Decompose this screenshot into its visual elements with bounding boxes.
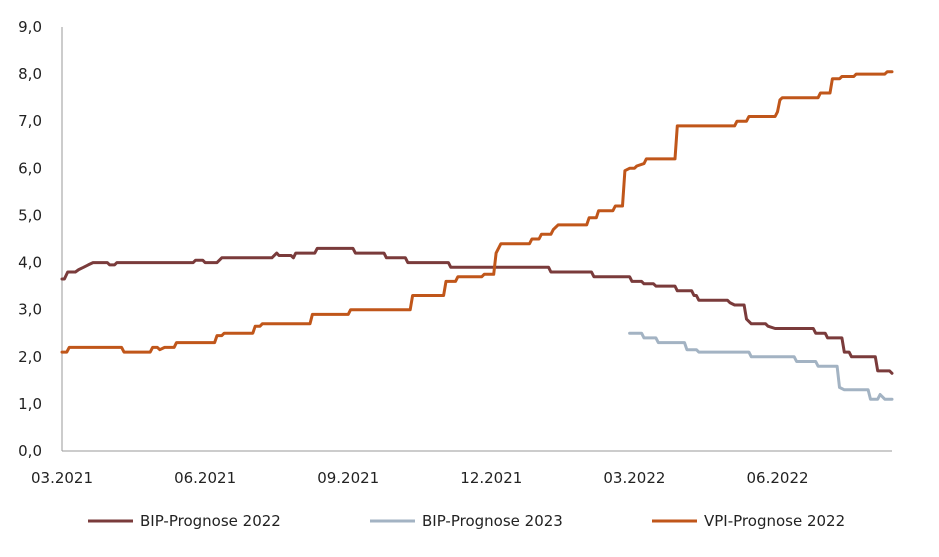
y-tick-label: 7,0 bbox=[18, 112, 42, 130]
x-tick-label: 06.2022 bbox=[747, 469, 809, 487]
series-line-2 bbox=[628, 331, 894, 401]
series-line-3 bbox=[60, 70, 894, 354]
legend-label: VPI-Prognose 2022 bbox=[704, 512, 845, 530]
x-tick-label: 09.2021 bbox=[317, 469, 379, 487]
x-tick-label: 12.2021 bbox=[460, 469, 522, 487]
x-tick-label: 06.2021 bbox=[174, 469, 236, 487]
y-tick-label: 0,0 bbox=[18, 442, 42, 460]
y-tick-label: 8,0 bbox=[18, 65, 42, 83]
series-line-1 bbox=[60, 246, 894, 375]
x-tick-label: 03.2021 bbox=[31, 469, 93, 487]
legend: BIP-Prognose 2022 BIP-Prognose 2023 VPI-Pr… bbox=[88, 512, 845, 530]
y-axis-ticks: 0,0 1,0 2,0 3,0 4,0 5,0 6,0 7,0 8,0 9,0 bbox=[18, 18, 42, 460]
legend-item: VPI-Prognose 2022 bbox=[652, 512, 845, 530]
y-tick-label: 6,0 bbox=[18, 159, 42, 177]
y-tick-label: 9,0 bbox=[18, 18, 42, 36]
x-tick-label: 03.2022 bbox=[603, 469, 665, 487]
y-tick-label: 1,0 bbox=[18, 395, 42, 413]
y-tick-label: 3,0 bbox=[18, 301, 42, 319]
legend-item: BIP-Prognose 2022 bbox=[88, 512, 281, 530]
legend-label: BIP-Prognose 2022 bbox=[140, 512, 281, 530]
y-tick-label: 5,0 bbox=[18, 206, 42, 224]
legend-item: BIP-Prognose 2023 bbox=[370, 512, 563, 530]
legend-label: BIP-Prognose 2023 bbox=[422, 512, 563, 530]
x-axis-ticks: 03.2021 06.2021 09.2021 12.2021 03.2022 06.20… bbox=[31, 469, 809, 487]
y-tick-label: 2,0 bbox=[18, 348, 42, 366]
y-tick-label: 4,0 bbox=[18, 254, 42, 272]
series-lines bbox=[60, 70, 894, 401]
